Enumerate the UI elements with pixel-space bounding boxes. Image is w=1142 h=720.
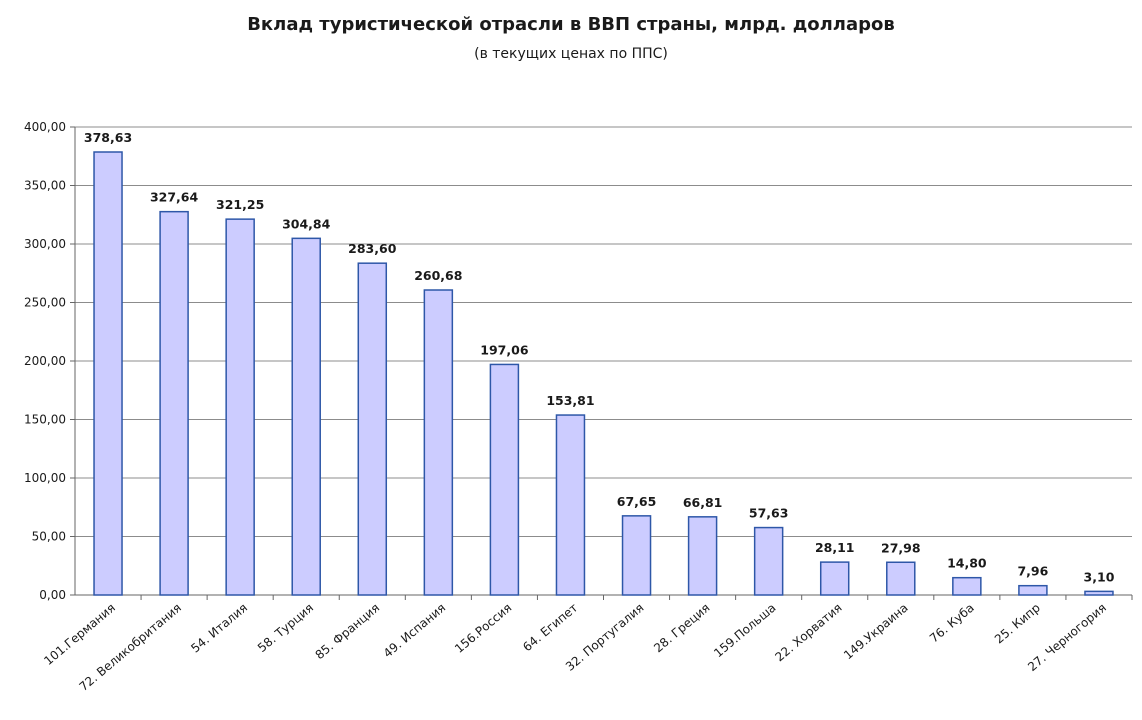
chart-title: Вклад туристической отрасли в ВВП страны… (247, 14, 895, 35)
y-tick-label: 350,00 (24, 179, 66, 193)
x-tick-label: 49. Испания (381, 601, 449, 661)
bar (952, 576, 982, 596)
data-label: 321,25 (216, 197, 264, 212)
y-tick-label: 300,00 (24, 237, 66, 251)
data-label: 28,11 (815, 540, 855, 555)
x-tick-label: 156.Россия (452, 601, 514, 656)
data-label: 3,10 (1084, 569, 1115, 584)
chart-subtitle: (в текущих ценах по ППС) (474, 46, 668, 62)
data-label: 67,65 (617, 494, 657, 509)
y-tick-label: 50,00 (32, 530, 66, 544)
bar (225, 218, 255, 596)
bar (886, 561, 916, 596)
data-label: 14,80 (947, 556, 987, 571)
y-tick-label: 250,00 (24, 296, 66, 310)
x-tick-label: 76. Куба (927, 601, 977, 646)
bar (291, 237, 321, 596)
y-tick-label: 400,00 (24, 120, 66, 134)
data-label: 27,98 (881, 540, 921, 555)
bar (1084, 590, 1114, 596)
x-tick-label: 28. Греция (651, 601, 712, 656)
y-tick-label: 150,00 (24, 413, 66, 427)
data-label: 66,81 (683, 495, 723, 510)
bar (819, 561, 850, 596)
bar (423, 289, 454, 596)
data-label: 327,64 (150, 190, 199, 205)
data-label: 7,96 (1017, 564, 1048, 579)
x-tick-label: 149.Украина (841, 601, 911, 663)
y-tick-label: 100,00 (24, 471, 66, 485)
data-label: 197,06 (480, 342, 529, 357)
data-label: 57,63 (749, 506, 789, 521)
x-tick-label: 159.Польша (711, 601, 778, 661)
bar (1018, 584, 1048, 596)
data-label: 153,81 (546, 393, 594, 408)
data-label: 378,63 (84, 130, 132, 145)
bar (93, 151, 123, 596)
y-tick-label: 200,00 (24, 354, 66, 368)
data-label: 260,68 (414, 268, 462, 283)
bar (555, 414, 586, 596)
bar (159, 210, 189, 596)
x-tick-label: 25. Кипр (992, 601, 1043, 647)
y-tick-label: 0,00 (39, 588, 66, 602)
bar (357, 262, 388, 596)
data-label: 283,60 (348, 241, 397, 256)
data-label: 304,84 (282, 216, 331, 231)
bar (753, 526, 784, 596)
data-labels: 378,63 327,64 321,25 304,84 283,60 260,68 197,… (84, 130, 1115, 584)
y-tick-labels: 0,00 50,00 100,00 150,00 200,00 250,00 300,00 3… (24, 120, 66, 602)
bar (489, 363, 520, 596)
bar (687, 516, 718, 596)
x-tick-label: 58. Турция (255, 601, 316, 656)
x-tick-label: 22. Хорватия (772, 601, 844, 665)
x-tick-label: 64. Египет (520, 601, 580, 655)
bar (621, 515, 652, 596)
x-tick-label: 85. Франция (313, 601, 383, 663)
bars (93, 151, 1114, 596)
x-tick-label: 54. Италия (188, 601, 250, 656)
